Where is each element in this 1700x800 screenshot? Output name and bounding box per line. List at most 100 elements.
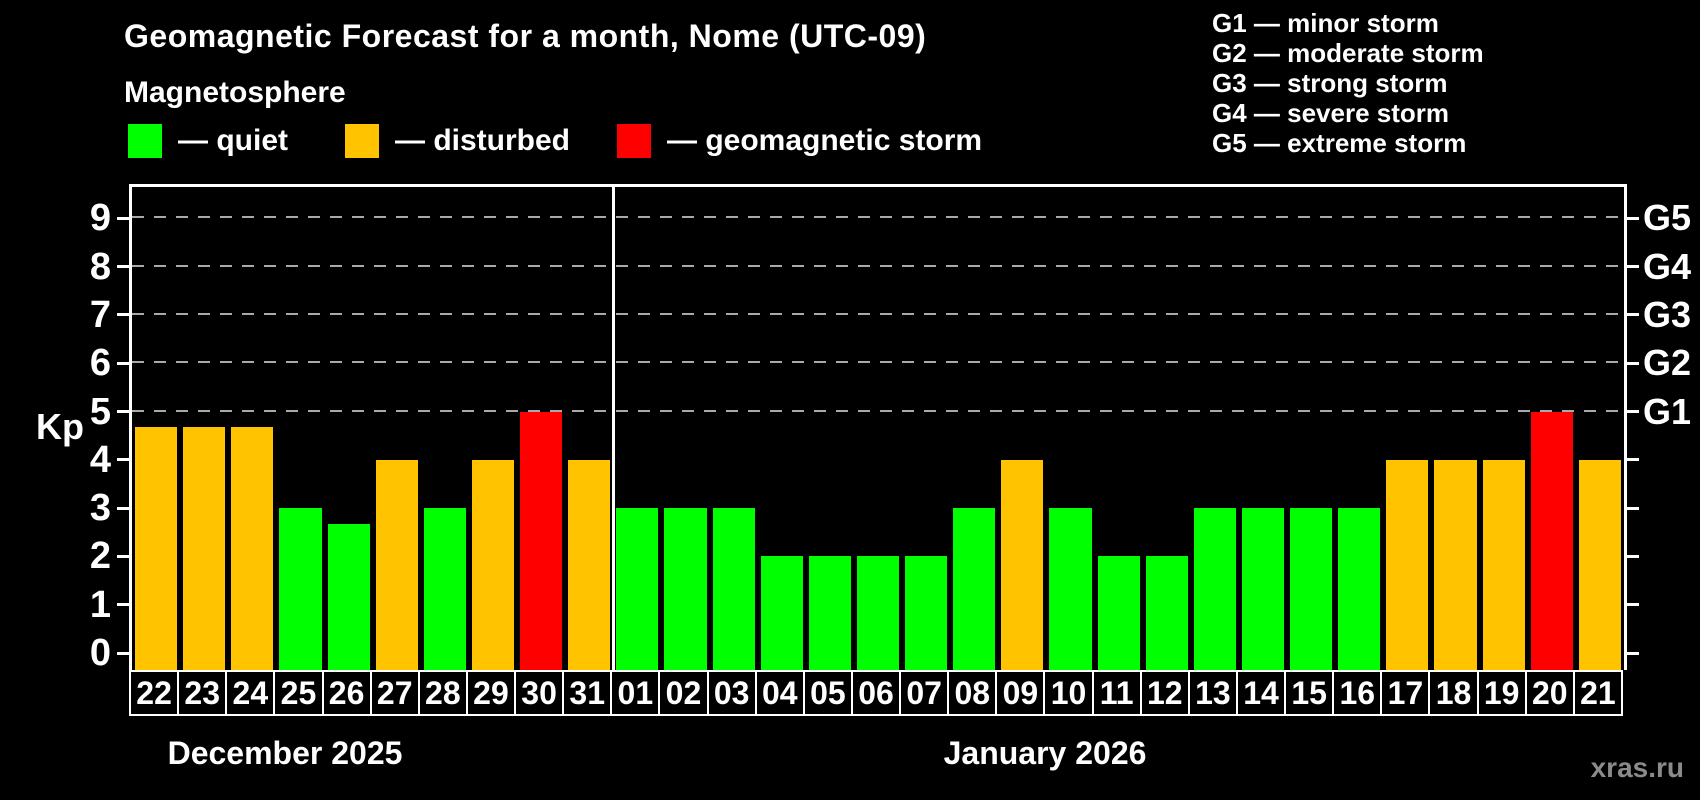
kp-bar-day-02 [664,508,707,670]
kp-bar-day-28 [423,508,466,670]
kp-bar-day-06 [856,556,900,670]
right-axis-tick [1627,313,1639,317]
y-axis-title: Kp [36,406,84,447]
day-label-box-14: 14 [1235,670,1287,716]
kp-bar-day-23 [183,427,226,670]
y-tick-label: 8 [89,245,111,288]
kp-bar-day-09 [1001,459,1044,670]
day-label-box-08: 08 [947,670,998,716]
day-label-box-19: 19 [1476,670,1527,716]
day-label-box-28: 28 [417,670,468,716]
kp-bar-day-26 [327,524,370,670]
chart-title: Geomagnetic Forecast for a month, Nome (… [124,18,927,54]
day-label-box-07: 07 [899,670,950,716]
y-tick-label: 7 [89,293,111,336]
day-label-box-02: 02 [658,670,709,716]
plot-area [132,187,1624,670]
kp-bar-day-20 [1530,411,1573,670]
day-label-box-26: 26 [321,670,372,716]
right-axis-tick [1627,506,1639,510]
gridline-kp8 [132,264,1624,267]
month-label-january: January 2026 [943,735,1147,771]
y-tick-label: 6 [89,342,111,385]
left-axis-tick [117,554,129,558]
gridline-kp7 [132,312,1624,315]
left-axis-tick [117,410,129,413]
day-label-box-27: 27 [369,670,420,716]
right-axis-tick [1627,361,1639,365]
day-label-box-05: 05 [802,670,853,716]
left-axis-tick [117,506,129,510]
left-axis-tick [117,651,129,655]
day-label-box-01: 01 [610,670,661,716]
day-label-box-31: 31 [562,670,613,716]
day-label-box-23: 23 [177,670,228,716]
gridline-kp6 [132,361,1624,364]
right-axis-tick [1627,554,1639,558]
y-tick-label: 1 [89,583,111,626]
left-axis-tick [117,458,129,462]
y-tick-label: 0 [89,632,111,674]
legend-label: — disturbed [395,124,571,157]
g-legend-line: G5 — extreme storm [1212,128,1467,158]
g-axis-label-g1: G1 [1643,390,1692,432]
gridline-kp5 [132,409,1624,412]
chart-subtitle: Magnetosphere [124,76,346,109]
left-axis-tick [117,603,129,607]
g-axis-label-g3: G3 [1643,293,1692,335]
day-label-box-22: 22 [129,670,180,716]
kp-bar-day-24 [231,427,274,670]
day-label-box-25: 25 [273,670,324,716]
legend-item-storm: — geomagnetic storm [617,124,982,158]
right-axis-tick [1627,651,1639,655]
kp-bar-day-04 [760,556,803,670]
right-axis-tick [1627,410,1639,413]
left-axis-tick [117,361,129,365]
kp-bar-day-29 [471,459,515,670]
day-label-box-04: 04 [754,670,805,716]
kp-bar-day-03 [712,508,755,670]
right-axis-tick [1627,216,1639,220]
kp-bar-day-27 [375,459,418,670]
kp-bar-day-16 [1338,508,1381,670]
day-label-box-24: 24 [225,670,276,716]
g-legend-line: G1 — minor storm [1212,8,1439,38]
kp-bar-day-07 [905,556,948,670]
kp-bar-day-13 [1193,508,1236,670]
right-axis-tick [1627,265,1639,269]
g-legend-line: G3 — strong storm [1212,68,1448,98]
right-axis-tick [1627,458,1639,462]
kp-bar-day-14 [1241,508,1285,670]
legend-item-quiet: — quiet [128,124,288,158]
quiet-color-swatch [128,124,162,158]
legend-label: — quiet [178,124,288,157]
kp-bar-day-30 [520,411,563,670]
g-legend-line: G4 — severe storm [1212,98,1450,128]
kp-bar-day-25 [279,508,322,670]
day-label-box-17: 17 [1380,670,1431,716]
day-label-box-09: 09 [995,670,1046,716]
left-axis-tick [117,265,129,269]
y-tick-label: 4 [89,438,111,481]
day-label-box-11: 11 [1091,670,1142,716]
y-tick-label: 5 [89,390,111,433]
storm-color-swatch [617,124,651,158]
kp-bar-day-08 [953,508,996,670]
kp-bar-day-10 [1049,508,1092,670]
gridline-kp9 [132,216,1624,219]
disturbed-color-swatch [345,124,379,158]
kp-bar-day-11 [1097,556,1140,670]
g-axis-label-g5: G5 [1643,197,1692,239]
watermark: xras.ru [1590,752,1684,783]
kp-bar-day-12 [1145,556,1188,670]
g-legend-line: G2 — moderate storm [1212,38,1484,68]
plot-frame [129,184,1627,670]
month-separator [611,187,615,670]
day-label-box-10: 10 [1043,670,1094,716]
day-label-box-06: 06 [850,670,902,716]
kp-bar-day-17 [1386,459,1429,670]
g-scale-legend: G1 — minor storm G2 — moderate storm G3 … [1212,8,1484,158]
y-tick-label: 3 [89,487,111,530]
left-axis-tick [117,313,129,317]
month-label-december: December 2025 [167,735,403,771]
